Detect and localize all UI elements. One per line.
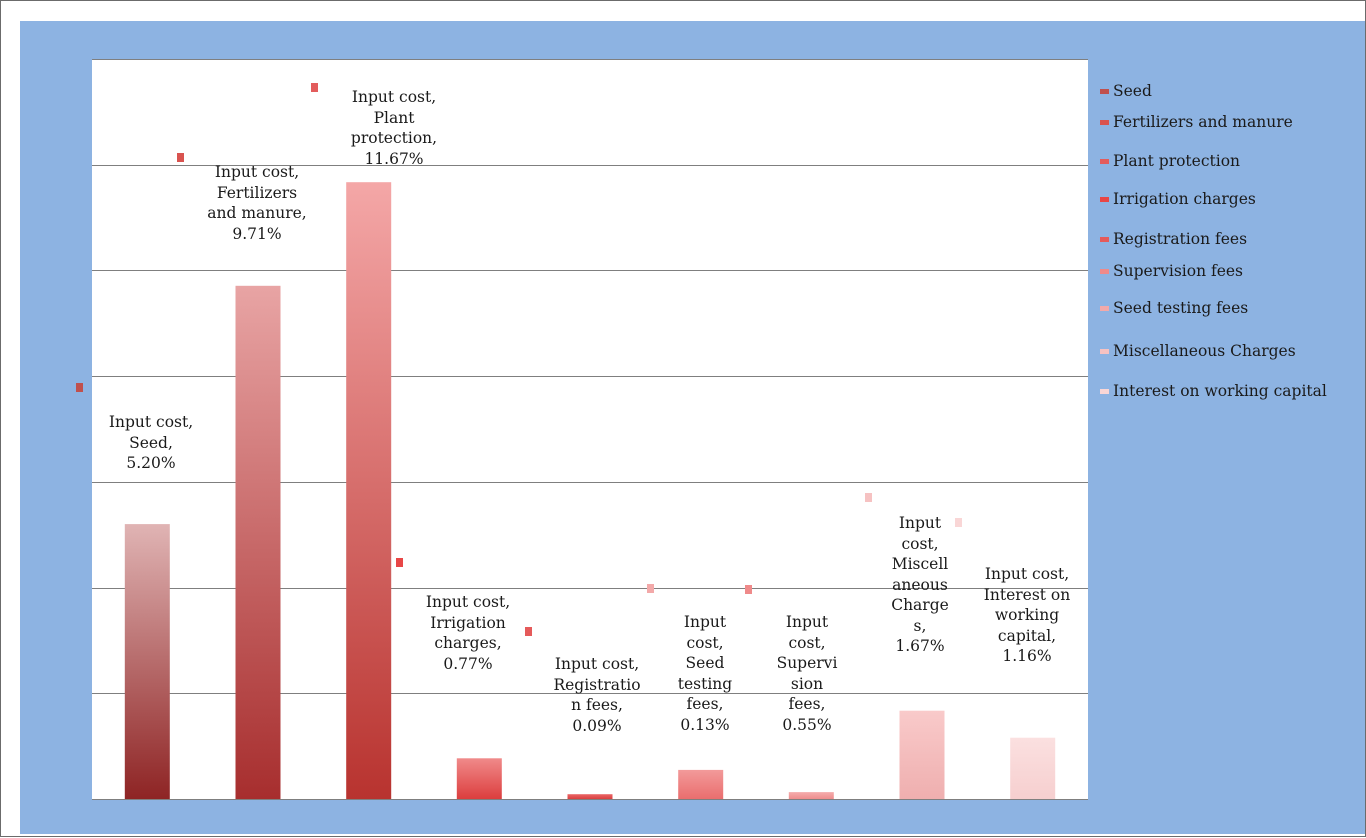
data-label: Input cost, Seed, 5.20% [108, 413, 194, 472]
data-label: Input cost, Irrigation charges, 0.77% [425, 593, 511, 673]
legend-key [1100, 268, 1109, 274]
legend-item: Fertilizers and manure [1100, 112, 1293, 132]
legend-label: Seed testing fees [1113, 299, 1249, 317]
data-label-key [865, 493, 872, 502]
legend-key [1100, 88, 1109, 94]
legend-key [1100, 388, 1109, 394]
legend-label: Registration fees [1113, 230, 1248, 248]
legend-label: Fertilizers and manure [1113, 113, 1293, 131]
legend-key [1100, 236, 1109, 242]
data-label-key [647, 584, 654, 593]
legend-item: Seed [1100, 81, 1152, 101]
data-label: Input cost, Fertilizers and manure, 9.71… [207, 163, 307, 243]
legend-key [1100, 119, 1109, 125]
legend-item: Supervision fees [1100, 261, 1243, 281]
data-label-key [745, 585, 752, 594]
data-label: Input cost, Interest on working capital,… [983, 565, 1071, 665]
data-label-key [311, 83, 318, 92]
legend-item: Interest on working capital [1100, 381, 1327, 401]
legend-label: Irrigation charges [1113, 190, 1256, 208]
bar-plant-protection [346, 182, 392, 799]
legend-key [1100, 305, 1109, 311]
data-label: Input cost, Plant protection, 11.67% [350, 88, 438, 168]
legend-label: Supervision fees [1113, 262, 1244, 280]
bar-miscellaneous-charges [899, 710, 945, 799]
legend-item: Irrigation charges [1100, 189, 1256, 209]
data-label: Input cost, Miscell aneous Charge s, 1.6… [891, 514, 949, 655]
bar-registration-fees [567, 794, 613, 799]
data-label: Input cost, Supervi sion fees, 0.55% [776, 613, 838, 734]
data-label: Input cost, Seed testing fees, 0.13% [677, 613, 733, 734]
bar-supervision-fees [788, 792, 834, 799]
legend-item: Registration fees [1100, 229, 1247, 249]
bar-interest-on-working-capital [1010, 737, 1056, 799]
legend-item: Miscellaneous Charges [1100, 341, 1296, 361]
bar-irrigation-charges [456, 758, 502, 799]
legend-item: Seed testing fees [1100, 298, 1248, 318]
legend-label: Miscellaneous Charges [1113, 342, 1296, 360]
legend-label: Interest on working capital [1113, 382, 1327, 400]
data-label-key [177, 153, 184, 162]
legend-key [1100, 196, 1109, 202]
data-label-key [525, 627, 532, 636]
data-label: Input cost, Registratio n fees, 0.09% [553, 655, 641, 735]
data-label-key [955, 518, 962, 527]
data-label-key [396, 558, 403, 567]
legend-key [1100, 158, 1109, 164]
legend-item: Plant protection [1100, 151, 1240, 171]
bar-seed-testing-fees [678, 769, 724, 799]
legend-label: Plant protection [1113, 152, 1241, 170]
data-label-key [76, 383, 83, 392]
bar-seed [124, 524, 170, 799]
bar-fertilizers-and-manure [235, 285, 281, 799]
legend-label: Seed [1113, 82, 1152, 100]
legend-key [1100, 348, 1109, 354]
